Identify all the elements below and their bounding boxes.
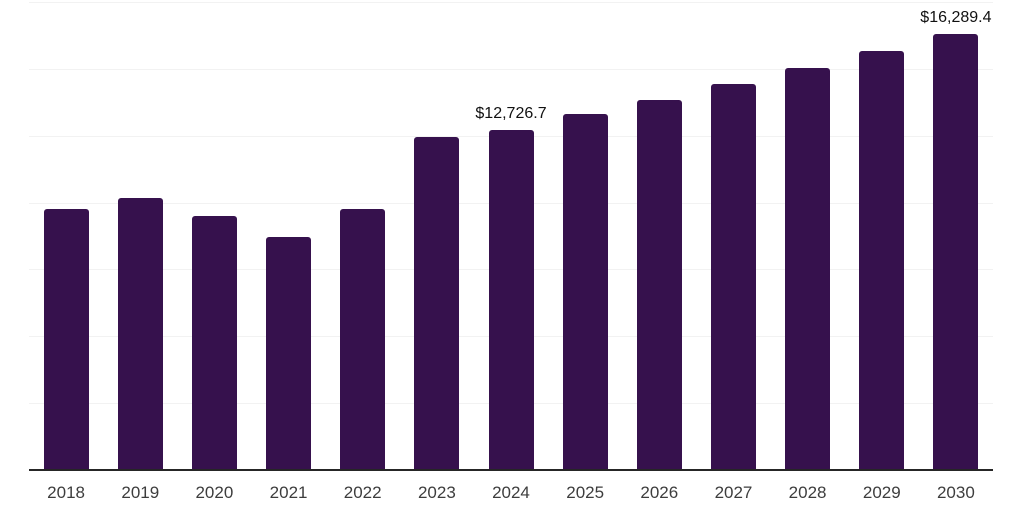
bar-2020 [191, 215, 237, 470]
x-tick-label-2026: 2026 [640, 483, 679, 502]
bar-2027 [711, 84, 756, 470]
bar-2021 [266, 236, 311, 470]
bar-2018 [43, 208, 89, 470]
data-label-2024: $12,726.7 [475, 104, 547, 122]
bar-2029 [859, 50, 905, 470]
x-tick-label-2019: 2019 [121, 483, 160, 502]
x-tick-label-2030: 2030 [936, 483, 975, 502]
x-tick-label-2022: 2022 [343, 483, 382, 502]
gridline [29, 69, 993, 70]
bar-2030 [933, 34, 979, 470]
x-tick-label-2018: 2018 [47, 483, 85, 502]
bar-2019 [117, 198, 163, 470]
x-axis-line [29, 469, 993, 471]
bar-2023 [414, 137, 460, 470]
x-tick-label-2024: 2024 [492, 483, 530, 502]
bar-2024 [488, 129, 534, 470]
x-tick-label-2028: 2028 [788, 483, 827, 502]
gridline [29, 2, 993, 3]
x-tick-label-2029: 2029 [862, 483, 901, 502]
bar-2025 [562, 114, 608, 470]
x-tick-label-2025: 2025 [566, 483, 605, 502]
x-tick-label-2021: 2021 [269, 483, 308, 502]
data-label-2030: $16,289.4 [920, 9, 992, 27]
bar-2022 [340, 208, 386, 470]
bar-2028 [785, 68, 831, 470]
x-tick-label-2020: 2020 [195, 483, 234, 502]
bar-2026 [636, 99, 682, 470]
x-tick-label-2023: 2023 [417, 483, 456, 502]
x-tick-label-2027: 2027 [714, 483, 753, 502]
